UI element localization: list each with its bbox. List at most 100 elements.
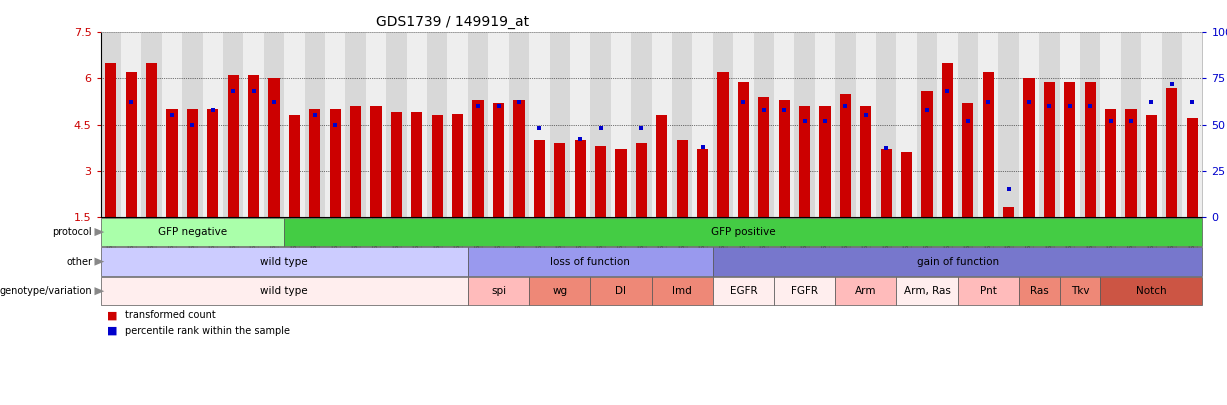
Bar <box>574 140 585 217</box>
Bar <box>1080 32 1101 217</box>
Bar <box>820 106 831 217</box>
Bar <box>737 81 748 217</box>
Text: GDS1739 / 149919_at: GDS1739 / 149919_at <box>375 15 529 29</box>
Text: genotype/variation: genotype/variation <box>0 286 92 296</box>
Bar <box>718 72 729 217</box>
Bar <box>269 79 280 217</box>
Bar <box>183 32 202 217</box>
Bar <box>534 140 545 217</box>
Text: transformed count: transformed count <box>125 311 216 320</box>
Bar <box>366 32 387 217</box>
Text: EGFR: EGFR <box>730 286 757 296</box>
Bar <box>488 32 509 217</box>
Bar <box>794 32 815 217</box>
Bar <box>146 63 157 217</box>
Bar <box>897 32 917 217</box>
Text: ■: ■ <box>107 326 118 336</box>
Bar <box>1064 81 1075 217</box>
Bar <box>999 32 1018 217</box>
Text: percentile rank within the sample: percentile rank within the sample <box>125 326 290 336</box>
Bar <box>978 32 999 217</box>
Bar <box>1002 207 1015 217</box>
Bar <box>921 91 933 217</box>
Bar <box>529 32 550 217</box>
Bar <box>656 115 667 217</box>
Text: lmd: lmd <box>672 286 692 296</box>
Bar <box>350 106 361 217</box>
Bar <box>162 32 183 217</box>
Bar <box>1106 109 1117 217</box>
Bar <box>121 32 141 217</box>
Text: Ras: Ras <box>1029 286 1049 296</box>
Text: ■: ■ <box>107 311 118 320</box>
Bar <box>248 75 259 217</box>
Bar <box>330 109 341 217</box>
Bar <box>758 97 769 217</box>
Bar <box>836 32 855 217</box>
Bar <box>1101 32 1120 217</box>
Bar <box>676 140 688 217</box>
Bar <box>243 32 264 217</box>
Bar <box>942 63 953 217</box>
Text: Pnt: Pnt <box>980 286 996 296</box>
Bar <box>406 32 427 217</box>
Bar <box>1146 115 1157 217</box>
Text: spi: spi <box>491 286 506 296</box>
Text: GFP negative: GFP negative <box>158 227 227 237</box>
Bar <box>228 75 239 217</box>
Text: Tkv: Tkv <box>1071 286 1090 296</box>
Bar <box>371 106 382 217</box>
Bar <box>839 94 852 217</box>
Bar <box>1120 32 1141 217</box>
Bar <box>799 106 810 217</box>
Bar <box>411 112 422 217</box>
Bar <box>101 32 121 217</box>
Bar <box>611 32 631 217</box>
Bar <box>202 32 223 217</box>
Bar <box>636 143 647 217</box>
Bar <box>141 32 162 217</box>
Bar <box>207 109 218 217</box>
Bar <box>509 32 529 217</box>
Bar <box>713 32 734 217</box>
Bar <box>1166 88 1178 217</box>
Bar <box>513 100 524 217</box>
Bar <box>1141 32 1162 217</box>
Text: GFP positive: GFP positive <box>710 227 775 237</box>
Bar <box>1039 32 1060 217</box>
Bar <box>264 32 285 217</box>
Text: wild type: wild type <box>260 257 308 266</box>
Text: loss of function: loss of function <box>551 257 631 266</box>
Bar <box>1018 32 1039 217</box>
Bar <box>615 149 627 217</box>
Bar <box>569 32 590 217</box>
Bar <box>427 32 448 217</box>
Bar <box>304 32 325 217</box>
Bar <box>962 103 973 217</box>
Bar <box>472 100 483 217</box>
Bar <box>590 32 611 217</box>
Bar <box>1182 32 1202 217</box>
Bar <box>555 143 566 217</box>
Bar <box>917 32 937 217</box>
Bar <box>595 146 606 217</box>
Bar <box>309 109 320 217</box>
Bar <box>1187 118 1198 217</box>
Bar <box>631 32 652 217</box>
Bar <box>692 32 713 217</box>
Bar <box>187 109 198 217</box>
Bar <box>774 32 794 217</box>
Bar <box>779 100 790 217</box>
Bar <box>391 112 402 217</box>
Bar <box>753 32 774 217</box>
Bar <box>285 32 304 217</box>
Bar <box>734 32 753 217</box>
Bar <box>697 149 708 217</box>
Text: Arm: Arm <box>855 286 876 296</box>
Bar <box>288 115 301 217</box>
Bar <box>493 103 504 217</box>
Text: Notch: Notch <box>1136 286 1167 296</box>
Bar <box>167 109 178 217</box>
Text: other: other <box>66 257 92 266</box>
Text: Dl: Dl <box>616 286 627 296</box>
